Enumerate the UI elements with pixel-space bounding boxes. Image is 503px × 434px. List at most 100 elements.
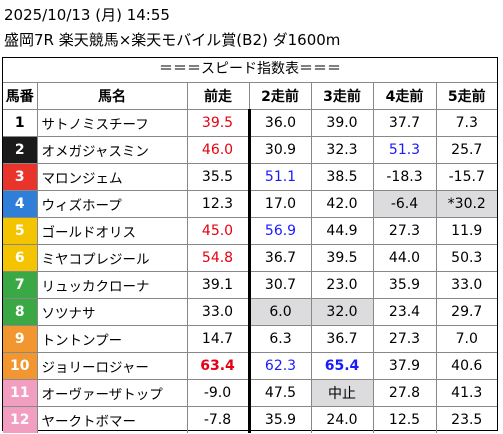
horse-number: 12 bbox=[3, 406, 38, 433]
speed-index-cell: 56.9 bbox=[248, 217, 312, 245]
col-header-5ago: 5走前 bbox=[435, 82, 497, 110]
table-row: 11 オーヴァーザトップ -9.0 47.5 中止 27.8 41.3 bbox=[3, 379, 497, 407]
speed-index-cell: 12.3 bbox=[186, 190, 251, 218]
speed-index-cell: 50.3 bbox=[435, 244, 497, 272]
speed-index-cell: 42.0 bbox=[310, 190, 374, 218]
table-row: 7 リュッカクローナ 39.1 30.7 23.0 35.9 33.0 bbox=[3, 271, 497, 299]
speed-index-cell: 32.0 bbox=[310, 298, 374, 326]
horse-number: 10 bbox=[3, 352, 38, 380]
horse-number: 9 bbox=[3, 325, 38, 353]
speed-index-cell: 39.0 bbox=[310, 109, 374, 137]
speed-index-cell: 37.7 bbox=[372, 109, 437, 137]
speed-index-cell: 51.3 bbox=[372, 136, 437, 164]
horse-name: オメガジャスミン bbox=[36, 136, 188, 164]
horse-name: ソツナサ bbox=[36, 298, 188, 326]
speed-index-cell: 63.4 bbox=[186, 352, 251, 380]
col-header-2ago: 2走前 bbox=[248, 82, 312, 110]
speed-index-cell: 11.9 bbox=[435, 217, 497, 245]
speed-index-cell: 6.0 bbox=[248, 298, 312, 326]
race-datetime: 2025/10/13 (月) 14:55 bbox=[4, 6, 170, 24]
speed-index-cell: 39.5 bbox=[310, 244, 374, 272]
speed-index-cell: 27.3 bbox=[372, 325, 437, 353]
speed-index-cell: -6.4 bbox=[372, 190, 437, 218]
speed-index-cell: 41.3 bbox=[435, 379, 497, 407]
table-row: 1 サトノミスチーフ 39.5 36.0 39.0 37.7 7.3 bbox=[3, 109, 497, 137]
speed-index-cell: 36.7 bbox=[248, 244, 312, 272]
speed-index-cell: 30.9 bbox=[248, 136, 312, 164]
table-row: 5 ゴールドオリス 45.0 56.9 44.9 27.3 11.9 bbox=[3, 217, 497, 245]
speed-index-cell: 23.4 bbox=[372, 298, 437, 326]
horse-name: マロンジェム bbox=[36, 163, 188, 191]
horse-name: サトノミスチーフ bbox=[36, 109, 188, 137]
speed-index-cell: 6.3 bbox=[248, 325, 312, 353]
horse-number: 11 bbox=[3, 379, 38, 407]
horse-number: 4 bbox=[3, 190, 38, 218]
speed-index-cell: 29.7 bbox=[435, 298, 497, 326]
horse-name: ゴールドオリス bbox=[36, 217, 188, 245]
speed-index-cell: 38.5 bbox=[310, 163, 374, 191]
speed-index-cell: 25.7 bbox=[435, 136, 497, 164]
speed-index-cell: 14.7 bbox=[186, 325, 251, 353]
speed-index-cell: 7.3 bbox=[435, 109, 497, 137]
horse-name: ジョリーロジャー bbox=[36, 352, 188, 380]
speed-index-cell: 62.3 bbox=[248, 352, 312, 380]
speed-index-cell: 44.0 bbox=[372, 244, 437, 272]
speed-index-cell: 23.0 bbox=[310, 271, 374, 299]
speed-index-cell: 35.5 bbox=[186, 163, 251, 191]
horse-name: ウィズホープ bbox=[36, 190, 188, 218]
horse-number: 5 bbox=[3, 217, 38, 245]
speed-index-cell: -15.7 bbox=[435, 163, 497, 191]
speed-index-cell: 24.0 bbox=[310, 406, 374, 433]
horse-name: オーヴァーザトップ bbox=[36, 379, 188, 407]
col-header-name: 馬名 bbox=[36, 82, 188, 110]
horse-number: 7 bbox=[3, 271, 38, 299]
horse-number: 8 bbox=[3, 298, 38, 326]
horse-name: ミヤコプレジール bbox=[36, 244, 188, 272]
table-row: 4 ウィズホープ 12.3 17.0 42.0 -6.4 *30.2 bbox=[3, 190, 497, 218]
speed-index-cell: 36.0 bbox=[248, 109, 312, 137]
horse-number: 1 bbox=[3, 109, 38, 137]
speed-index-cell: 51.1 bbox=[248, 163, 312, 191]
speed-index-cell: 40.6 bbox=[435, 352, 497, 380]
speed-index-cell: -18.3 bbox=[372, 163, 437, 191]
speed-index-cell: 中止 bbox=[310, 379, 374, 407]
horse-name: リュッカクローナ bbox=[36, 271, 188, 299]
speed-index-table-panel: ＝＝＝スピード指数表＝＝＝ 馬番 馬名 前走 2走前 3走前 4走前 5走前 1… bbox=[2, 57, 498, 433]
speed-index-cell: 32.3 bbox=[310, 136, 374, 164]
table-row: 2 オメガジャスミン 46.0 30.9 32.3 51.3 25.7 bbox=[3, 136, 497, 164]
speed-index-cell: 27.3 bbox=[372, 217, 437, 245]
table-title: ＝＝＝スピード指数表＝＝＝ bbox=[159, 61, 341, 77]
table-row: 9 トントンプー 14.7 6.3 36.7 27.3 7.0 bbox=[3, 325, 497, 353]
speed-index-cell: 27.8 bbox=[372, 379, 437, 407]
speed-index-cell: 37.9 bbox=[372, 352, 437, 380]
speed-index-cell: 44.9 bbox=[310, 217, 374, 245]
speed-index-cell: 39.1 bbox=[186, 271, 251, 299]
speed-index-cell: 23.5 bbox=[435, 406, 497, 433]
speed-index-cell: 47.5 bbox=[248, 379, 312, 407]
table-row: 3 マロンジェム 35.5 51.1 38.5 -18.3 -15.7 bbox=[3, 163, 497, 191]
speed-index-cell: 17.0 bbox=[248, 190, 312, 218]
speed-index-cell: -7.8 bbox=[186, 406, 251, 433]
speed-index-cell: 36.7 bbox=[310, 325, 374, 353]
speed-index-cell: 33.0 bbox=[186, 298, 251, 326]
horse-name: トントンプー bbox=[36, 325, 188, 353]
table-row: 10 ジョリーロジャー 63.4 62.3 65.4 37.9 40.6 bbox=[3, 352, 497, 380]
speed-index-cell: 35.9 bbox=[372, 271, 437, 299]
speed-index-cell: -9.0 bbox=[186, 379, 251, 407]
speed-index-cell: 30.7 bbox=[248, 271, 312, 299]
horse-number: 2 bbox=[3, 136, 38, 164]
table-row: 8 ソツナサ 33.0 6.0 32.0 23.4 29.7 bbox=[3, 298, 497, 326]
speed-index-cell: 33.0 bbox=[435, 271, 497, 299]
table-row: 6 ミヤコプレジール 54.8 36.7 39.5 44.0 50.3 bbox=[3, 244, 497, 272]
speed-index-cell: 12.5 bbox=[372, 406, 437, 433]
speed-index-cell: 65.4 bbox=[310, 352, 374, 380]
speed-index-cell: 7.0 bbox=[435, 325, 497, 353]
col-header-last: 前走 bbox=[186, 82, 250, 110]
speed-index-cell: 35.9 bbox=[248, 406, 312, 433]
header-row: 馬番 馬名 前走 2走前 3走前 4走前 5走前 bbox=[3, 82, 497, 110]
horse-number: 3 bbox=[3, 163, 38, 191]
col-header-3ago: 3走前 bbox=[310, 82, 374, 110]
speed-index-cell: *30.2 bbox=[435, 190, 497, 218]
col-header-4ago: 4走前 bbox=[372, 82, 437, 110]
speed-index-cell: 46.0 bbox=[186, 136, 251, 164]
